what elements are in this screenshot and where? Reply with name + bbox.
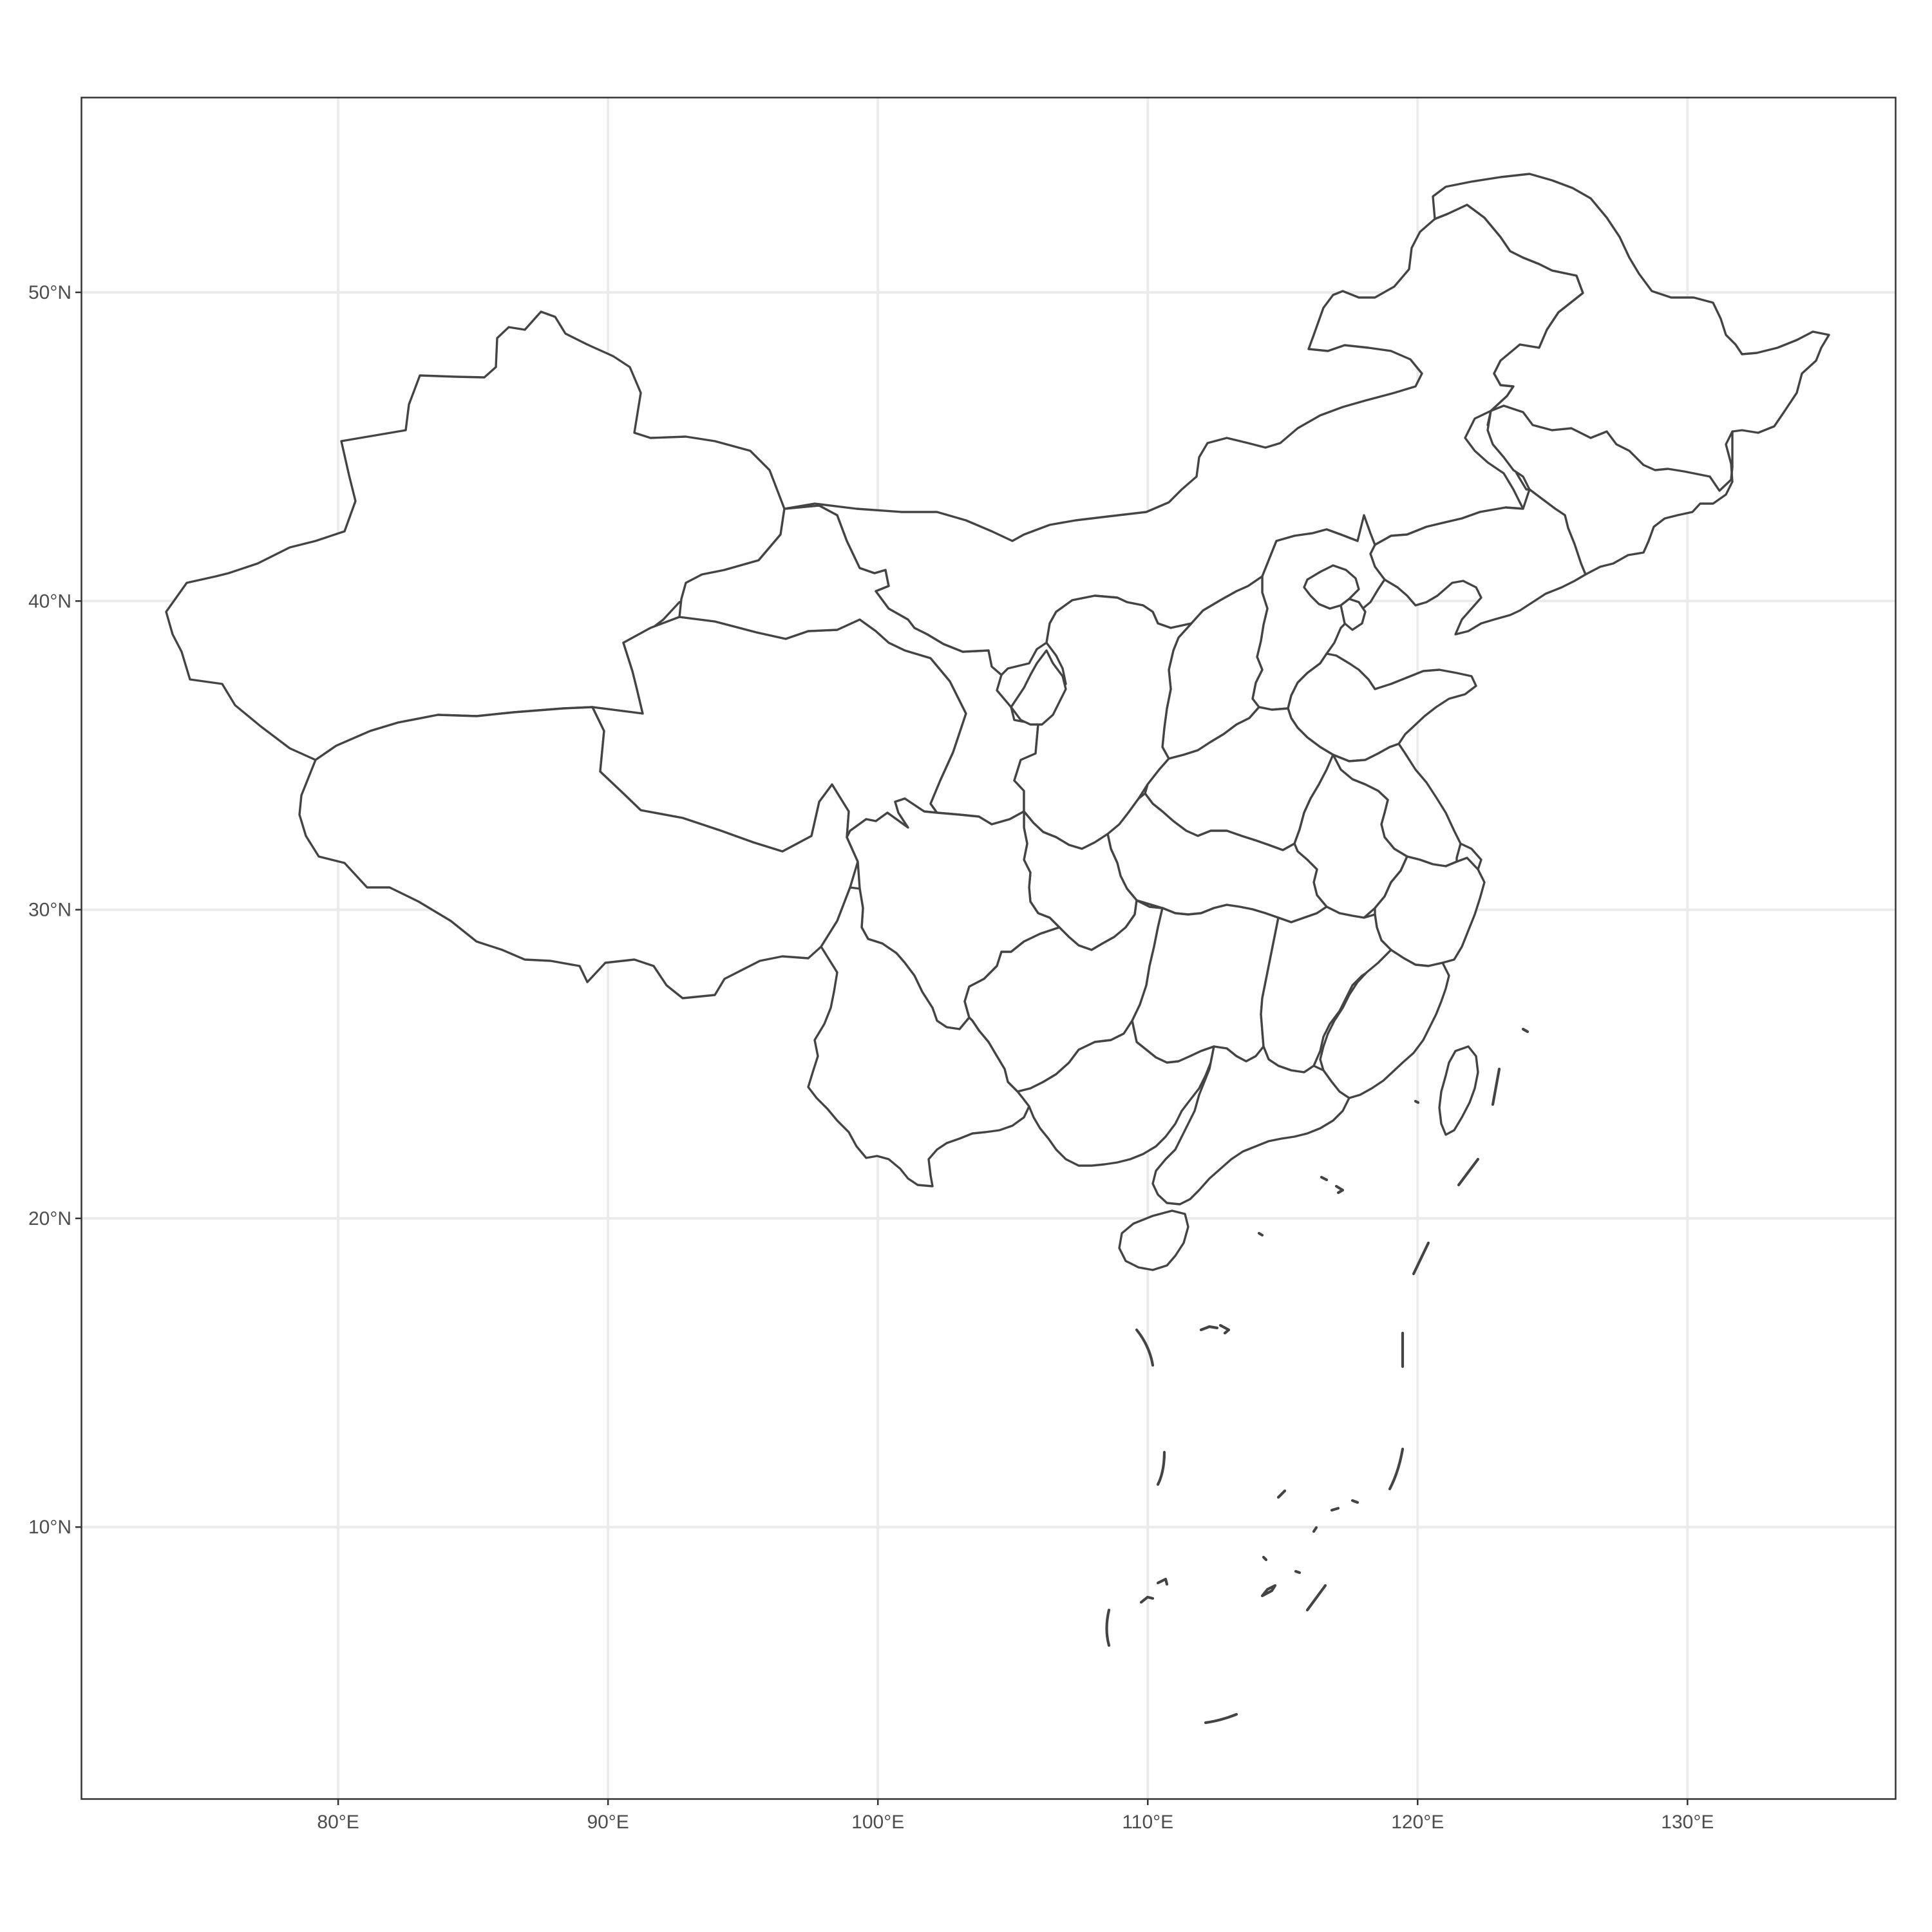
y-axis: 10°N 20°N 30°N 40°N 50°N (28, 282, 82, 1538)
region-yunnan (807, 886, 1030, 1188)
south-sea-islands (1105, 1027, 1530, 1725)
y-tick-label: 30°N (28, 900, 71, 921)
region-taiwan (1438, 1045, 1479, 1136)
islet (1260, 1584, 1277, 1598)
dash-line (1105, 1608, 1111, 1647)
dash-line (1156, 1450, 1166, 1486)
islet (1257, 1231, 1264, 1237)
y-tick-label: 40°N (28, 591, 71, 612)
region-tianjin (1340, 598, 1367, 631)
islet (1350, 1499, 1359, 1504)
x-tick-label: 120°E (1391, 1812, 1444, 1833)
dash-line (1388, 1447, 1405, 1491)
region-fujian (1319, 949, 1450, 1099)
region-guangxi (1016, 1019, 1215, 1167)
islet (1414, 1099, 1420, 1104)
panel-border (80, 97, 1897, 1800)
region-zhejiang (1374, 855, 1486, 967)
region-shaanxi (1013, 594, 1193, 850)
islet (1312, 1526, 1318, 1533)
dash-line (1305, 1584, 1327, 1612)
x-tick-label: 80°E (317, 1812, 359, 1833)
islet (1330, 1506, 1340, 1512)
dash-line (1412, 1241, 1430, 1276)
region-hainan (1118, 1209, 1189, 1271)
region-liaoning (1369, 488, 1587, 636)
x-tick-label: 90°E (587, 1812, 629, 1833)
province-boundaries (165, 173, 1830, 1271)
x-tick-label: 110°E (1122, 1812, 1173, 1833)
islet (1294, 1569, 1302, 1575)
dash-line (1135, 1328, 1155, 1367)
x-tick-label: 130°E (1661, 1812, 1714, 1833)
dash-line (1204, 1712, 1238, 1725)
islet (1276, 1489, 1287, 1499)
region-guangdong (1151, 1045, 1350, 1206)
y-tick-label: 50°N (28, 282, 71, 303)
islet (1218, 1323, 1231, 1335)
dash-line (1457, 1157, 1480, 1187)
islet (1156, 1577, 1169, 1586)
dash-line (1491, 1067, 1501, 1106)
y-tick-label: 20°N (28, 1208, 71, 1229)
islet (1199, 1325, 1219, 1332)
islet (1320, 1175, 1329, 1182)
islet (1139, 1595, 1155, 1604)
islet (1521, 1027, 1530, 1034)
x-axis: 80°E 90°E 100°E 110°E 120°E 130°E (317, 1799, 1714, 1833)
region-ningxia (1010, 649, 1067, 726)
panel-frame (80, 97, 1897, 1800)
islet (1262, 1555, 1268, 1562)
islet (1334, 1184, 1345, 1195)
x-tick-label: 100°E (851, 1812, 904, 1833)
y-tick-label: 10°N (28, 1517, 71, 1538)
